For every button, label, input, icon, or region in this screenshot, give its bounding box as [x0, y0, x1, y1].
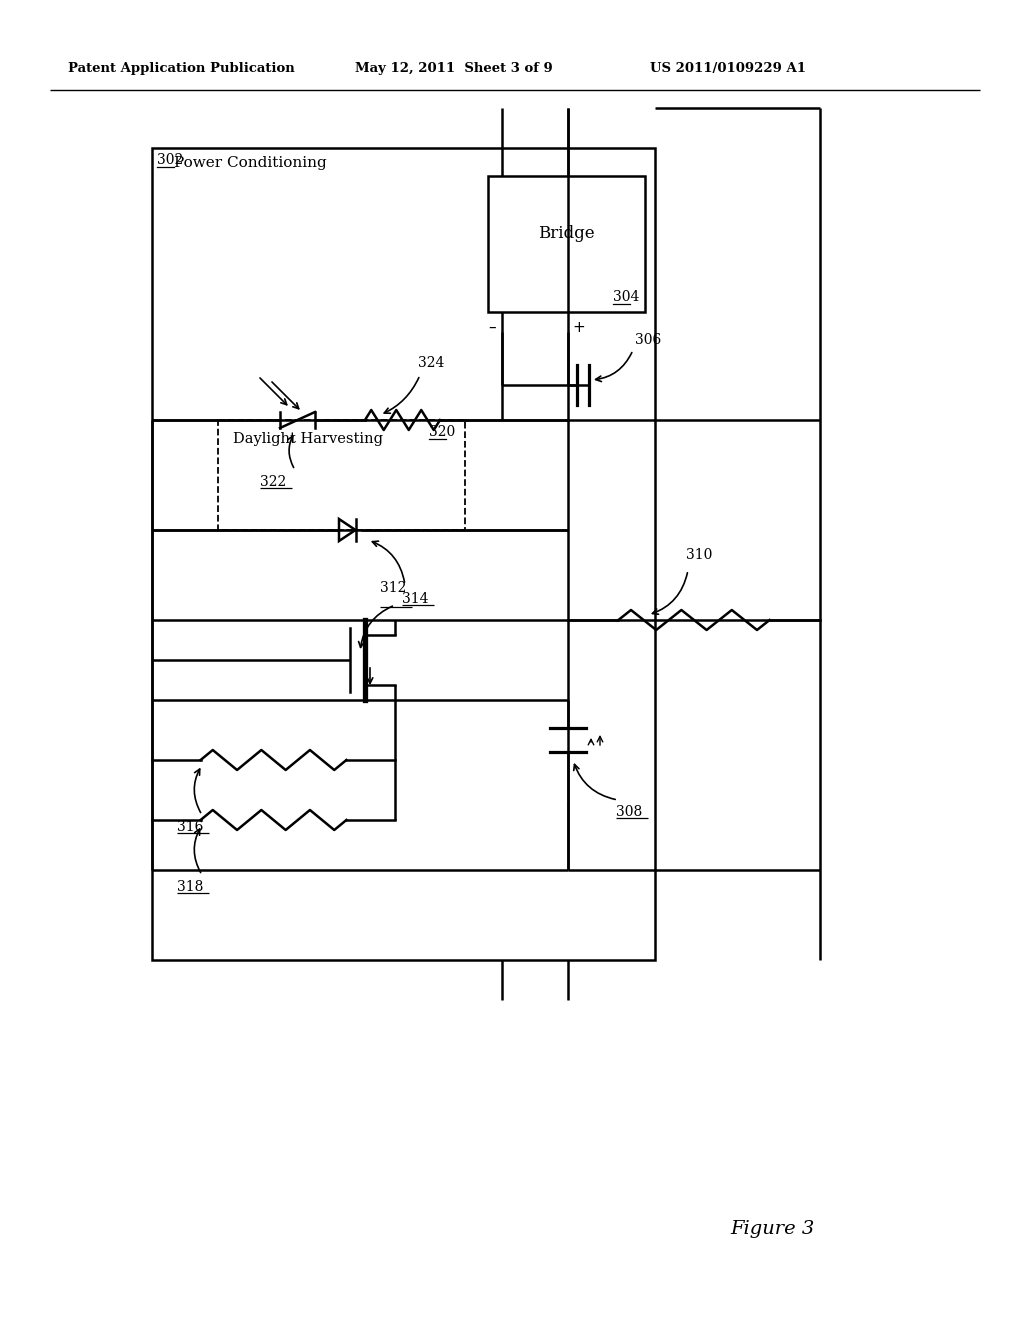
Text: 308: 308	[616, 805, 642, 818]
Text: Daylight Harvesting: Daylight Harvesting	[233, 432, 383, 446]
Text: US 2011/0109229 A1: US 2011/0109229 A1	[650, 62, 806, 75]
Text: 304: 304	[613, 290, 639, 304]
Bar	[218, 420, 465, 531]
Text: Power Conditioning: Power Conditioning	[174, 156, 327, 170]
Text: 320: 320	[429, 425, 456, 440]
Text: Bridge: Bridge	[539, 226, 595, 243]
Bar	[152, 148, 655, 960]
Text: 310: 310	[686, 548, 713, 562]
Text: 324: 324	[418, 356, 444, 370]
Text: +: +	[572, 319, 585, 335]
Text: Figure 3: Figure 3	[730, 1220, 814, 1238]
Text: 318: 318	[177, 880, 204, 894]
Text: 306: 306	[635, 333, 662, 347]
Text: 314: 314	[402, 591, 428, 606]
Text: 302: 302	[157, 153, 183, 168]
Text: 316: 316	[177, 820, 204, 834]
Text: Patent Application Publication: Patent Application Publication	[68, 62, 295, 75]
Bar	[488, 176, 645, 312]
Text: 312: 312	[380, 581, 407, 595]
Text: –: –	[488, 319, 496, 335]
Text: 322: 322	[260, 475, 287, 488]
Text: May 12, 2011  Sheet 3 of 9: May 12, 2011 Sheet 3 of 9	[355, 62, 553, 75]
